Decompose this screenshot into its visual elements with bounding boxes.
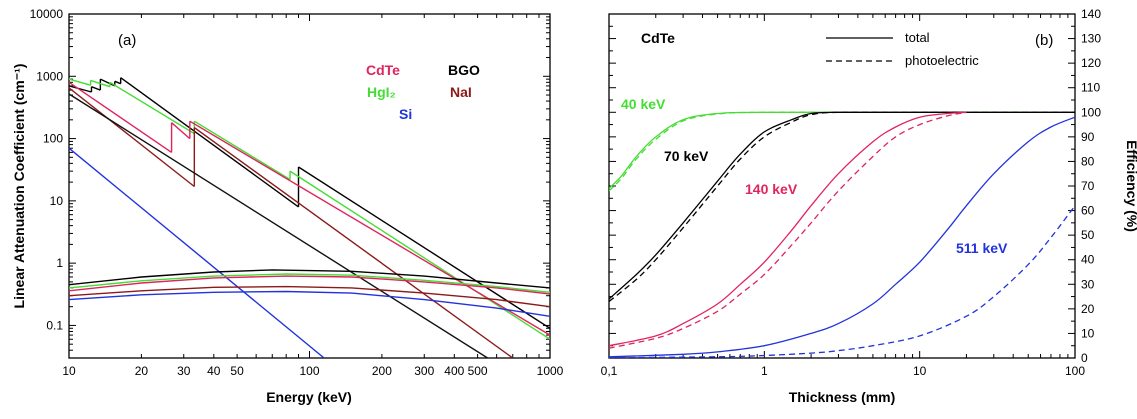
x-tick-label: 10	[62, 364, 76, 378]
label-nai: NaI	[450, 84, 472, 100]
panel-b-xlabel: Thickness (mm)	[789, 389, 896, 405]
panel-b-ticks: 0,1 1 10 1000102030405060708090100110120130…	[601, 7, 1102, 378]
panel-b-series	[609, 111, 1075, 358]
series-line-nai	[69, 87, 195, 188]
series-line-bgo	[69, 85, 92, 93]
y-tick-label: 0	[1081, 351, 1088, 365]
y-tick-label: 1000	[36, 69, 63, 83]
series-line-hgi2	[69, 78, 91, 86]
total-curve-70kev	[609, 111, 1075, 300]
y-tick-label: 120	[1081, 56, 1101, 70]
series-line-bgo_dark	[69, 93, 488, 358]
x-tick-label: 50	[230, 364, 244, 378]
y-tick-label: 0.1	[46, 318, 63, 332]
y-tick-label: 10	[50, 194, 64, 208]
legend-total-label: total	[905, 30, 930, 45]
legend-photo-label: photoelectric	[905, 53, 979, 68]
x-tick-label: 500	[468, 364, 488, 378]
total-curve-140kev	[609, 111, 967, 347]
y-tick-label: 90	[1081, 130, 1095, 144]
x-tick-label: 200	[372, 364, 392, 378]
panel-b-ylabel: Efficiency (%)	[1124, 140, 1137, 232]
series-line-hgi2	[109, 81, 195, 135]
x-tick-label: 1000	[537, 364, 564, 378]
series-line-hgi2	[289, 170, 550, 340]
panel-a: 10 20 30 40 50 100 200 300 400 500 1000 0.1 1 10 100 10…	[11, 7, 564, 405]
panel-a-ylabel: Linear Attenuation Coefficient (cm⁻¹)	[11, 64, 27, 309]
series-line-bgo	[114, 80, 121, 85]
y-tick-label: 20	[1081, 302, 1095, 316]
label-bgo: BGO	[448, 62, 480, 78]
y-tick-label: 10	[1081, 326, 1095, 340]
series-label-140kev: 140 keV	[745, 181, 798, 197]
panel-a-xlabel: Energy (keV)	[266, 389, 352, 405]
x-tick-label: 300	[414, 364, 434, 378]
series-line-compton_bgo	[69, 269, 550, 289]
label-si: Si	[399, 106, 412, 122]
series-line-hgi2	[90, 79, 111, 88]
panel-b-material: CdTe	[641, 30, 675, 46]
panel-b: 0,1 1 10 1000102030405060708090100110120130…	[601, 7, 1137, 405]
series-line-bgo	[120, 77, 299, 208]
series-label-40kev: 40 keV	[621, 96, 666, 112]
y-tick-label: 80	[1081, 154, 1095, 168]
x-tick-label: 10	[913, 364, 927, 378]
y-tick-label: 110	[1081, 81, 1100, 95]
y-tick-label: 10000	[30, 7, 64, 21]
y-tick-label: 130	[1081, 32, 1101, 46]
panel-a-series	[69, 77, 550, 358]
y-tick-label: 1	[56, 256, 63, 270]
x-tick-label: 1	[761, 364, 768, 378]
series-line-nai	[193, 127, 514, 358]
series-label-70kev: 70 keV	[664, 148, 709, 164]
series-line-hgi2	[193, 120, 291, 181]
label-cdte: CdTe	[366, 62, 400, 78]
series-line-cdte	[171, 122, 191, 140]
series-line-compton_hgi2	[69, 273, 550, 293]
series-label-511kev: 511 keV	[956, 240, 1008, 256]
series-line-si	[69, 147, 325, 358]
y-tick-label: 50	[1081, 228, 1095, 242]
x-tick-label: 20	[135, 364, 149, 378]
x-tick-label: 40	[207, 364, 221, 378]
panel-a-label: (a)	[118, 32, 136, 49]
y-tick-label: 30	[1081, 277, 1095, 291]
panel-b-label: (b)	[1035, 32, 1053, 49]
series-line-compton_nai	[69, 285, 550, 308]
y-tick-label: 140	[1081, 7, 1101, 21]
series-line-bgo	[100, 78, 116, 87]
x-tick-label: 100	[1065, 364, 1085, 378]
y-tick-label: 70	[1081, 179, 1095, 193]
total-curve-511kev	[609, 116, 1075, 358]
panel-a-ticks: 10 20 30 40 50 100 200 300 400 500 1000 0.1 1 10 100 10…	[30, 7, 564, 378]
series-line-cdte	[69, 81, 172, 153]
x-tick-label: 400	[444, 364, 464, 378]
y-tick-label: 60	[1081, 204, 1095, 218]
y-tick-label: 100	[43, 132, 63, 146]
photoelectric-curve-140kev	[609, 111, 967, 349]
label-hgi2: HgI₂	[367, 84, 396, 100]
series-line-compton_si	[69, 290, 550, 317]
y-tick-label: 100	[1081, 105, 1101, 119]
x-tick-label: 0,1	[601, 364, 618, 378]
series-line-compton_cdte	[69, 275, 550, 295]
y-tick-label: 40	[1081, 253, 1095, 267]
x-tick-label: 100	[299, 364, 319, 378]
x-tick-label: 30	[177, 364, 191, 378]
photoelectric-curve-511kev	[609, 205, 1075, 358]
series-line-bgo	[91, 86, 101, 91]
